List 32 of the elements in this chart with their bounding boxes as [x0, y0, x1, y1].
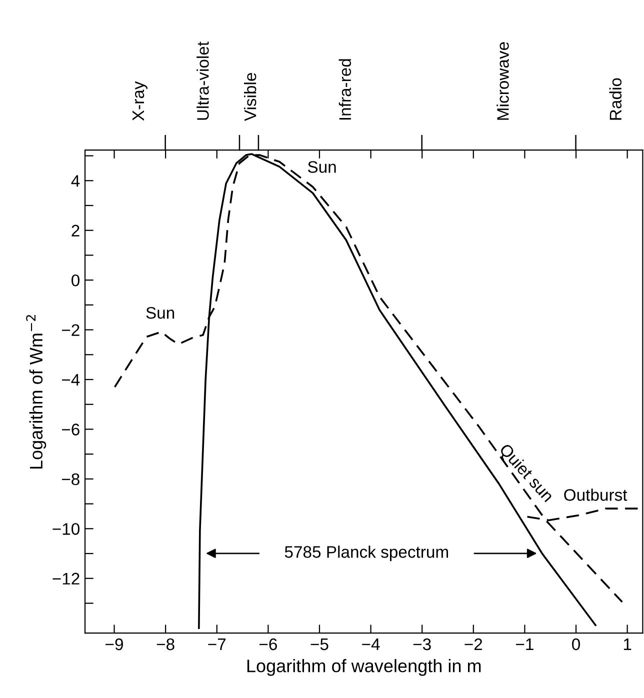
y-tick-label: 4: [71, 175, 80, 187]
text: Infra-red: [338, 59, 352, 120]
x-tick-label: −5: [310, 638, 328, 650]
y-tick-label: 2: [72, 224, 80, 236]
x-tick-label: −8: [156, 638, 174, 650]
x-tick-label: −2: [464, 638, 482, 650]
y-axis-title: Logarithm of Wm$^{−2}$: [26, 315, 46, 469]
x-tick-label: 0: [572, 638, 580, 650]
x-tick-label: −9: [106, 638, 123, 650]
text: Microwave: [496, 42, 509, 120]
y-tick-label: 0: [72, 274, 80, 286]
x-tick-label: 1: [624, 638, 632, 650]
annotation: Sun: [146, 306, 174, 319]
x-tick-label: −6: [259, 638, 277, 650]
annotation: 5785 Planck spectrum: [284, 546, 448, 562]
y-tick-label: −4: [62, 374, 80, 386]
x-tick-label: −1: [516, 638, 534, 650]
x-tick-label: −4: [362, 638, 380, 650]
y-tick-label: −2: [62, 324, 80, 336]
y-tick-label: −8: [62, 473, 80, 486]
x-tick-label: −7: [208, 638, 226, 650]
text: X-ray: [132, 81, 148, 121]
x-axis-title: Logarithm of wavelength in m: [247, 659, 481, 676]
y-tick-label: −6: [62, 424, 80, 436]
y-tick-label: −10: [52, 523, 80, 535]
x-tick-label: −3: [413, 638, 431, 650]
y-tick-label: −12: [52, 572, 80, 584]
text: Radio: [609, 78, 622, 120]
text: Visible: [244, 73, 256, 122]
text: Ultra-violet: [196, 42, 209, 120]
annotation: Sun: [308, 161, 336, 173]
annotation: Outburst: [564, 488, 628, 501]
